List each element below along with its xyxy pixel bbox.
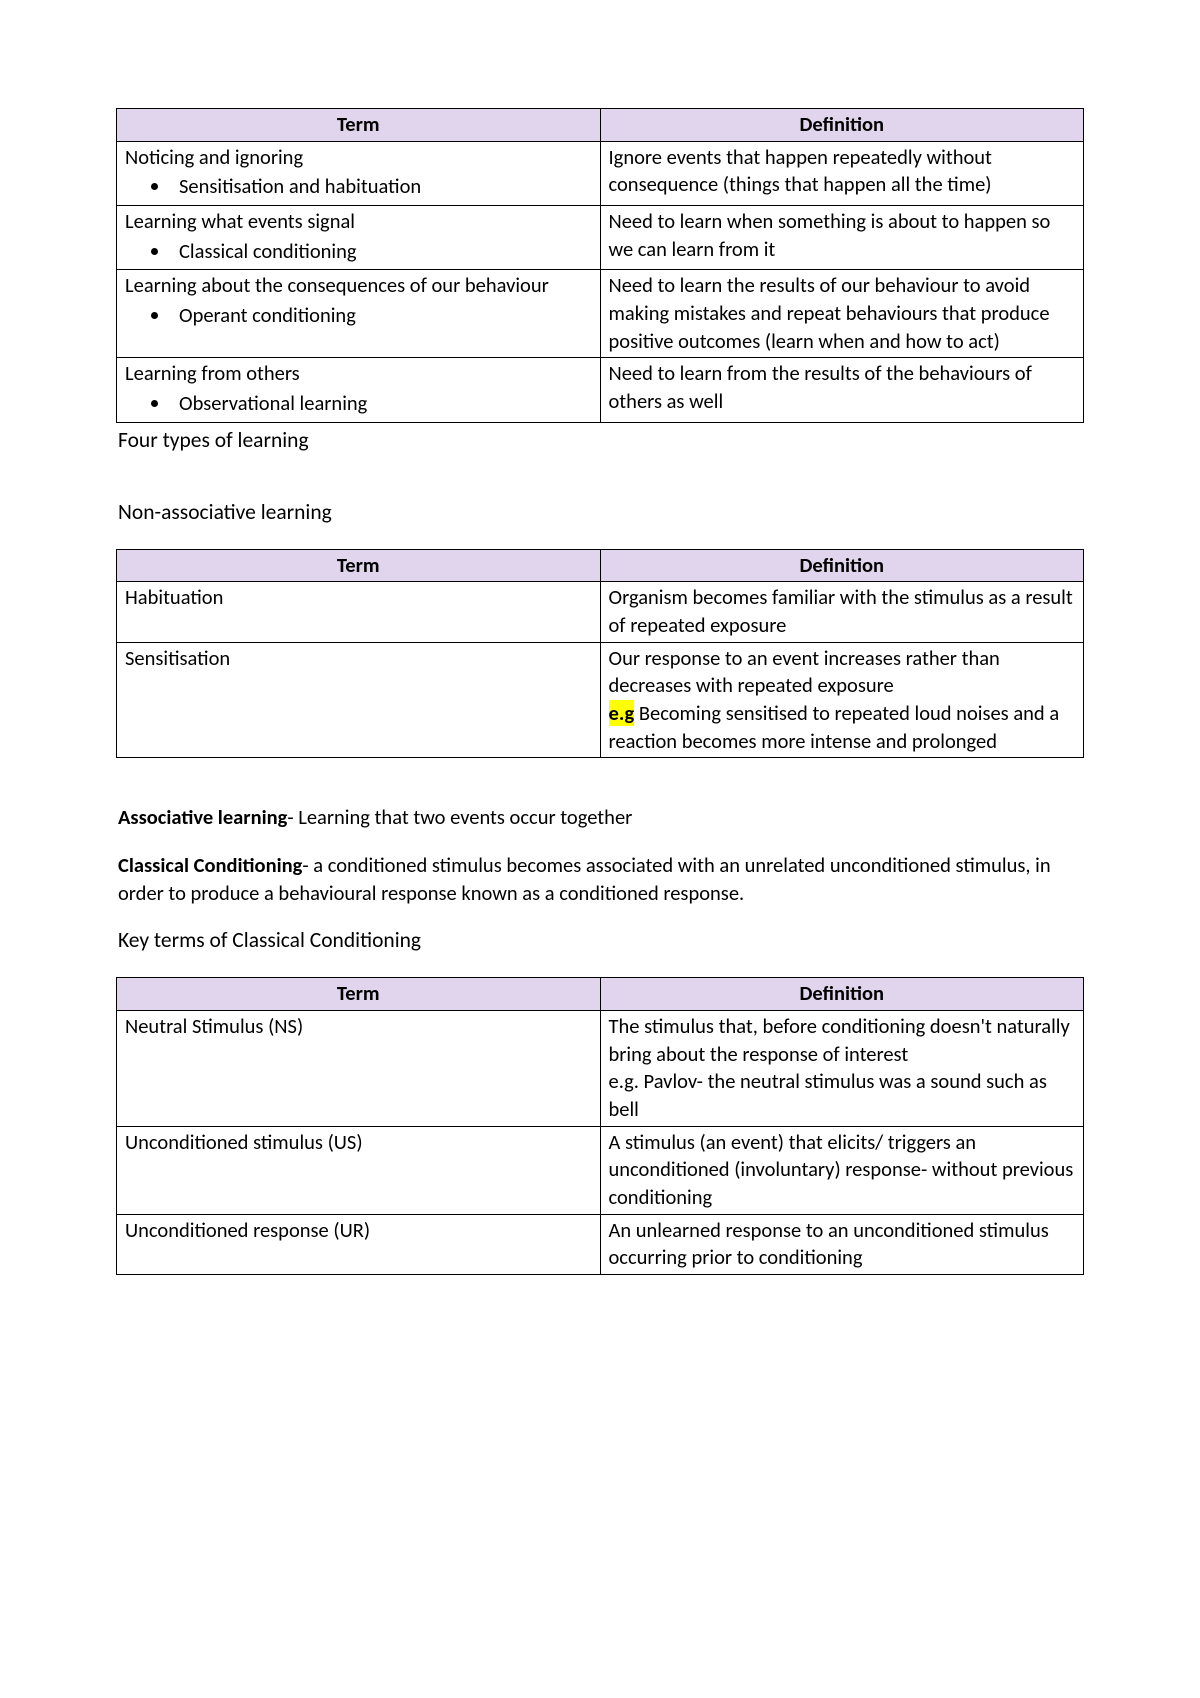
spacer <box>116 762 1084 804</box>
definition-cell: Our response to an event increases rathe… <box>600 642 1084 758</box>
table-row: Neutral Stimulus (NS) The stimulus that,… <box>117 1011 1084 1127</box>
four-types-table: Term Definition Noticing and ignoring Se… <box>116 108 1084 423</box>
term-cell: Unconditioned response (UR) <box>117 1214 601 1274</box>
table-row: Learning from others Observational learn… <box>117 358 1084 422</box>
table-row: Sensitisation Our response to an event i… <box>117 642 1084 758</box>
highlight-eg: e.g <box>609 700 635 726</box>
term-main: Learning about the consequences of our b… <box>125 272 549 298</box>
table-row: Noticing and ignoring Sensitisation and … <box>117 141 1084 205</box>
term-cell: Learning what events signal Classical co… <box>117 206 601 270</box>
section-title-non-associative: Non-associative learning <box>118 499 1084 525</box>
table-header-row: Term Definition <box>117 549 1084 582</box>
term-cell: Learning from others Observational learn… <box>117 358 601 422</box>
col-header-definition: Definition <box>600 978 1084 1011</box>
definition-cell: Need to learn from the results of the be… <box>600 358 1084 422</box>
term-main: Learning from others <box>125 360 300 386</box>
table-header-row: Term Definition <box>117 109 1084 142</box>
term-cell: Neutral Stimulus (NS) <box>117 1011 601 1127</box>
definition-post: Becoming sensitised to repeated loud noi… <box>609 700 1060 754</box>
associative-learning-paragraph: Associative learning- Learning that two … <box>118 804 1084 832</box>
col-header-term: Term <box>117 549 601 582</box>
classical-conditioning-table: Term Definition Neutral Stimulus (NS) Th… <box>116 977 1084 1275</box>
term-bullet: Classical conditioning <box>171 238 592 266</box>
classical-conditioning-paragraph: Classical Conditioning- a conditioned st… <box>118 852 1084 907</box>
table-row: Unconditioned response (UR) An unlearned… <box>117 1214 1084 1274</box>
section-title-classical-terms: Key terms of Classical Conditioning <box>118 927 1084 953</box>
definition-line: The stimulus that, before conditioning d… <box>609 1013 1070 1067</box>
term-cell: Learning about the consequences of our b… <box>117 270 601 358</box>
definition-cell: Need to learn the results of our behavio… <box>600 270 1084 358</box>
term-cell: Noticing and ignoring Sensitisation and … <box>117 141 601 205</box>
col-header-definition: Definition <box>600 109 1084 142</box>
term-bullet: Sensitisation and habituation <box>171 173 592 201</box>
table-row: Learning about the consequences of our b… <box>117 270 1084 358</box>
term-cell: Habituation <box>117 582 601 642</box>
document-page: Term Definition Noticing and ignoring Se… <box>0 0 1200 1339</box>
classical-label: Classical Conditioning <box>118 852 302 878</box>
term-cell: Unconditioned stimulus (US) <box>117 1126 601 1214</box>
definition-cell: A stimulus (an event) that elicits/ trig… <box>600 1126 1084 1214</box>
associative-text: - Learning that two events occur togethe… <box>287 804 632 830</box>
definition-cell: Organism becomes familiar with the stimu… <box>600 582 1084 642</box>
term-bullet: Observational learning <box>171 390 592 418</box>
definition-cell: Need to learn when something is about to… <box>600 206 1084 270</box>
col-header-definition: Definition <box>600 549 1084 582</box>
table-row: Habituation Organism becomes familiar wi… <box>117 582 1084 642</box>
non-associative-table: Term Definition Habituation Organism bec… <box>116 549 1084 759</box>
definition-cell: The stimulus that, before conditioning d… <box>600 1011 1084 1127</box>
term-main: Learning what events signal <box>125 208 355 234</box>
col-header-term: Term <box>117 109 601 142</box>
table-row: Unconditioned stimulus (US) A stimulus (… <box>117 1126 1084 1214</box>
term-cell: Sensitisation <box>117 642 601 758</box>
term-bullet: Operant conditioning <box>171 302 592 330</box>
definition-cell: Ignore events that happen repeatedly wit… <box>600 141 1084 205</box>
term-main: Noticing and ignoring <box>125 144 303 170</box>
definition-line: e.g. Pavlov- the neutral stimulus was a … <box>609 1068 1047 1122</box>
definition-pre: Our response to an event increases rathe… <box>609 645 1000 699</box>
table-row: Learning what events signal Classical co… <box>117 206 1084 270</box>
table-header-row: Term Definition <box>117 978 1084 1011</box>
col-header-term: Term <box>117 978 601 1011</box>
associative-label: Associative learning <box>118 804 287 830</box>
table-caption: Four types of learning <box>118 427 1084 453</box>
definition-cell: An unlearned response to an unconditione… <box>600 1214 1084 1274</box>
